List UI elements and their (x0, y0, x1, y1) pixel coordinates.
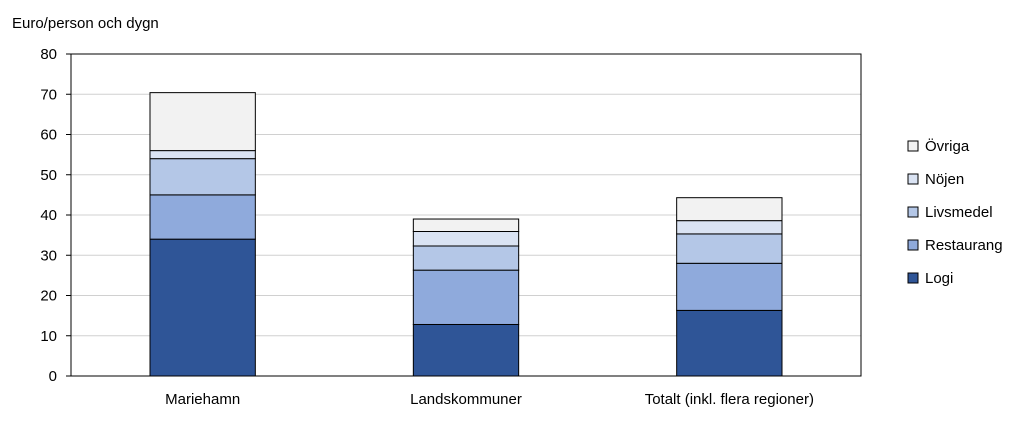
legend-swatch (907, 206, 919, 218)
legend-swatch (907, 140, 919, 152)
bar-segment (149, 92, 256, 152)
y-tick-label: 50 (40, 167, 57, 184)
bar-stack (149, 92, 256, 377)
bar-stack (676, 197, 783, 377)
legend-label: Logi (925, 270, 953, 287)
bar-segment (676, 262, 783, 311)
bars (149, 92, 783, 377)
bar-segment (412, 269, 520, 325)
y-tick-label: 10 (40, 328, 57, 345)
bar-segment (676, 309, 783, 377)
y-axis-title: Euro/person och dygn (12, 15, 159, 32)
legend-label: Livsmedel (925, 204, 993, 221)
bar-segment (676, 233, 783, 264)
y-axis-ticks: 0 10 20 30 40 50 60 70 80 (40, 46, 71, 385)
y-tick-label: 40 (40, 207, 57, 224)
legend-label: Övriga (925, 137, 970, 155)
bar-segment (149, 158, 256, 196)
bar-stack (412, 218, 520, 377)
legend-label: Restaurang (925, 237, 1003, 254)
legend-label: Nöjen (925, 171, 964, 188)
y-tick-label: 70 (40, 86, 57, 103)
x-category-label: Mariehamn (165, 391, 240, 408)
legend: Övriga Nöjen Livsmedel Restaurang Logi (907, 137, 1003, 287)
y-tick-label: 0 (49, 368, 57, 385)
x-category-label: Totalt (inkl. flera regioner) (645, 391, 814, 408)
legend-swatch (907, 173, 919, 185)
bar-segment (412, 323, 520, 377)
x-axis-categories: Mariehamn Landskommuner Totalt (inkl. fler… (165, 391, 814, 408)
bar-segment (412, 245, 520, 271)
bar-segment (149, 194, 256, 240)
y-tick-label: 30 (40, 247, 57, 264)
plot-area-frame (70, 53, 862, 377)
bar-segment (149, 238, 256, 377)
bar-segment (676, 197, 783, 222)
y-tick-label: 20 (40, 288, 57, 305)
bar-segment (676, 220, 783, 235)
bar-segment (412, 231, 520, 247)
bar-segment (412, 218, 520, 233)
y-tick-label: 80 (40, 46, 57, 63)
bar-segment (149, 150, 256, 160)
legend-swatch (907, 239, 919, 251)
y-tick-label: 60 (40, 127, 57, 144)
legend-swatch (907, 272, 919, 284)
x-category-label: Landskommuner (410, 391, 522, 408)
